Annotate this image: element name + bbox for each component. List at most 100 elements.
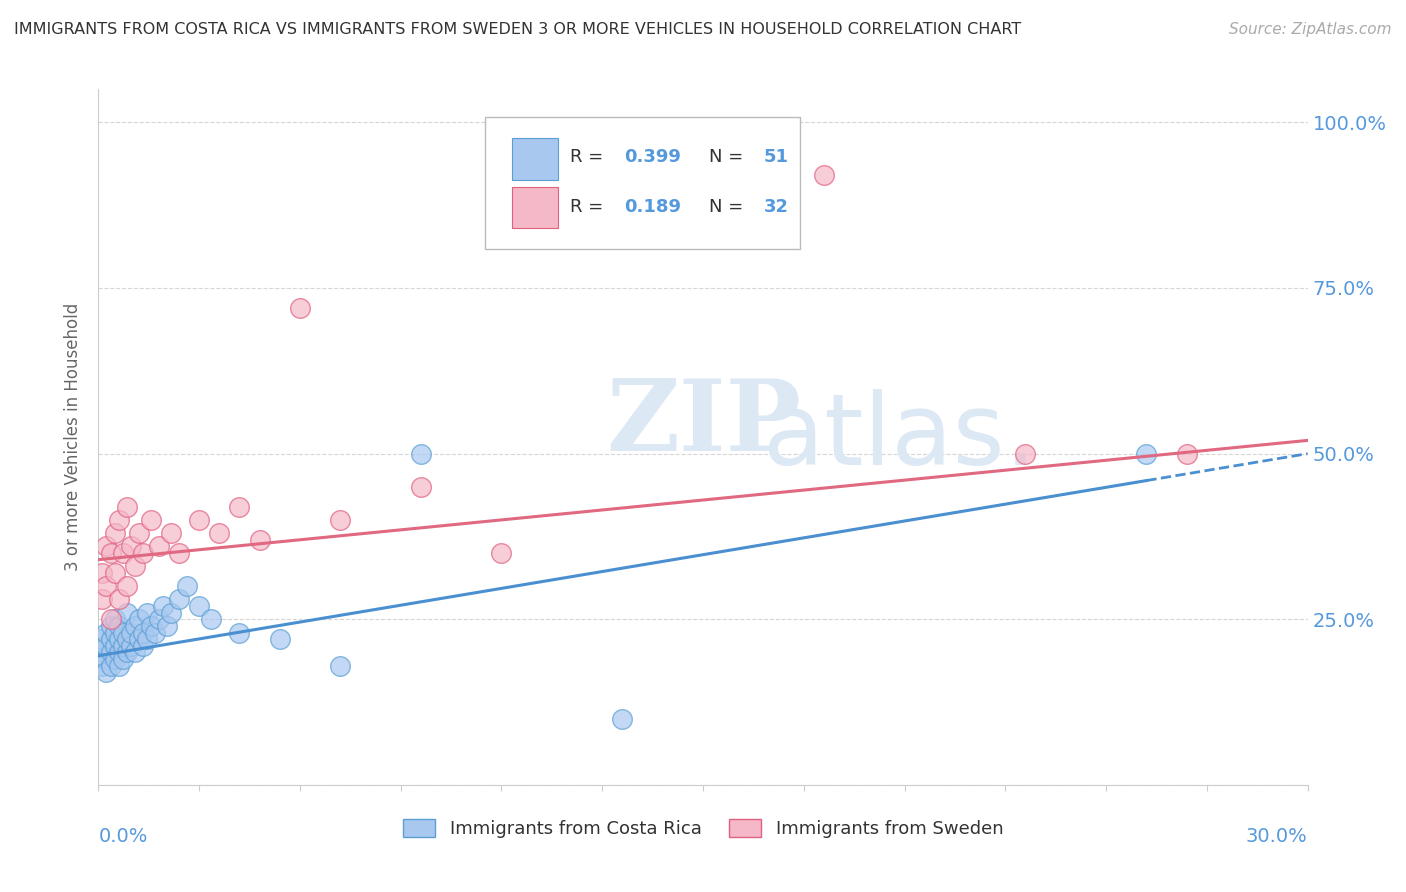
Point <box>91 566 114 580</box>
Point <box>91 658 114 673</box>
Bar <box>512 186 558 228</box>
Point <box>96 579 118 593</box>
Point <box>139 619 162 633</box>
Point <box>107 592 129 607</box>
Point <box>148 612 170 626</box>
Text: N =: N = <box>709 199 749 217</box>
Point <box>612 712 634 726</box>
Point <box>148 540 170 554</box>
Point <box>1135 447 1157 461</box>
Point <box>124 559 146 574</box>
Point <box>107 632 129 647</box>
Point <box>152 599 174 613</box>
FancyBboxPatch shape <box>485 117 800 249</box>
Point <box>111 625 134 640</box>
Point <box>124 619 146 633</box>
Point <box>120 639 142 653</box>
Point <box>228 500 250 514</box>
Text: 0.399: 0.399 <box>624 148 682 167</box>
Point <box>132 546 155 560</box>
Point <box>120 625 142 640</box>
Point <box>128 632 150 647</box>
Point <box>156 619 179 633</box>
Point <box>409 447 432 461</box>
Text: Source: ZipAtlas.com: Source: ZipAtlas.com <box>1229 22 1392 37</box>
Point <box>120 540 142 554</box>
Point <box>813 169 835 183</box>
Text: 0.0%: 0.0% <box>98 827 148 846</box>
Point <box>107 513 129 527</box>
Point <box>103 612 125 626</box>
Point <box>115 606 138 620</box>
Point <box>167 546 190 560</box>
Point <box>115 579 138 593</box>
Point <box>107 619 129 633</box>
Point <box>100 546 122 560</box>
Point <box>1014 447 1036 461</box>
Point <box>107 658 129 673</box>
Text: R =: R = <box>569 199 609 217</box>
Y-axis label: 3 or more Vehicles in Household: 3 or more Vehicles in Household <box>65 303 83 571</box>
Bar <box>512 138 558 179</box>
Point <box>1175 447 1198 461</box>
Text: 51: 51 <box>763 148 789 167</box>
Text: R =: R = <box>569 148 609 167</box>
Point <box>103 625 125 640</box>
Point <box>128 612 150 626</box>
Point <box>115 632 138 647</box>
Point <box>103 566 125 580</box>
Point <box>96 625 118 640</box>
Point <box>132 639 155 653</box>
Point <box>100 619 122 633</box>
Point <box>103 639 125 653</box>
Point <box>96 665 118 680</box>
Point <box>491 546 513 560</box>
Point <box>135 606 157 620</box>
Point <box>91 645 114 659</box>
Point <box>96 639 118 653</box>
Point <box>111 639 134 653</box>
Point <box>96 652 118 666</box>
Point <box>91 592 114 607</box>
Point <box>249 533 271 547</box>
Point <box>107 645 129 659</box>
Point <box>200 612 222 626</box>
Point <box>135 632 157 647</box>
Point <box>269 632 291 647</box>
Point <box>100 632 122 647</box>
Point <box>124 645 146 659</box>
Point <box>160 526 183 541</box>
Point <box>103 526 125 541</box>
Point <box>208 526 231 541</box>
Legend: Immigrants from Costa Rica, Immigrants from Sweden: Immigrants from Costa Rica, Immigrants f… <box>395 812 1011 846</box>
Text: N =: N = <box>709 148 749 167</box>
Point <box>111 546 134 560</box>
Point <box>100 612 122 626</box>
Point <box>160 606 183 620</box>
Point <box>329 513 352 527</box>
Point <box>188 513 211 527</box>
Point <box>128 526 150 541</box>
Point <box>91 632 114 647</box>
Point <box>100 658 122 673</box>
Point <box>139 513 162 527</box>
Point <box>100 645 122 659</box>
Point <box>167 592 190 607</box>
Point <box>329 658 352 673</box>
Text: ZIP: ZIP <box>606 375 801 472</box>
Point <box>115 500 138 514</box>
Text: 0.189: 0.189 <box>624 199 682 217</box>
Point <box>132 625 155 640</box>
Text: 32: 32 <box>763 199 789 217</box>
Text: IMMIGRANTS FROM COSTA RICA VS IMMIGRANTS FROM SWEDEN 3 OR MORE VEHICLES IN HOUSE: IMMIGRANTS FROM COSTA RICA VS IMMIGRANTS… <box>14 22 1021 37</box>
Point <box>188 599 211 613</box>
Point <box>409 480 432 494</box>
Point <box>143 625 166 640</box>
Text: 30.0%: 30.0% <box>1246 827 1308 846</box>
Point <box>176 579 198 593</box>
Point <box>288 301 311 315</box>
Text: atlas.: atlas. <box>763 389 1036 485</box>
Point <box>103 652 125 666</box>
Point <box>228 625 250 640</box>
Point <box>111 652 134 666</box>
